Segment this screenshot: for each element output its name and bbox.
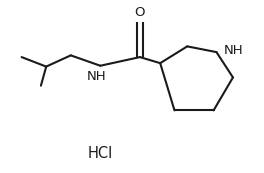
Text: NH: NH <box>224 44 243 57</box>
Text: HCl: HCl <box>88 146 113 161</box>
Text: O: O <box>135 6 145 19</box>
Text: NH: NH <box>87 70 106 83</box>
